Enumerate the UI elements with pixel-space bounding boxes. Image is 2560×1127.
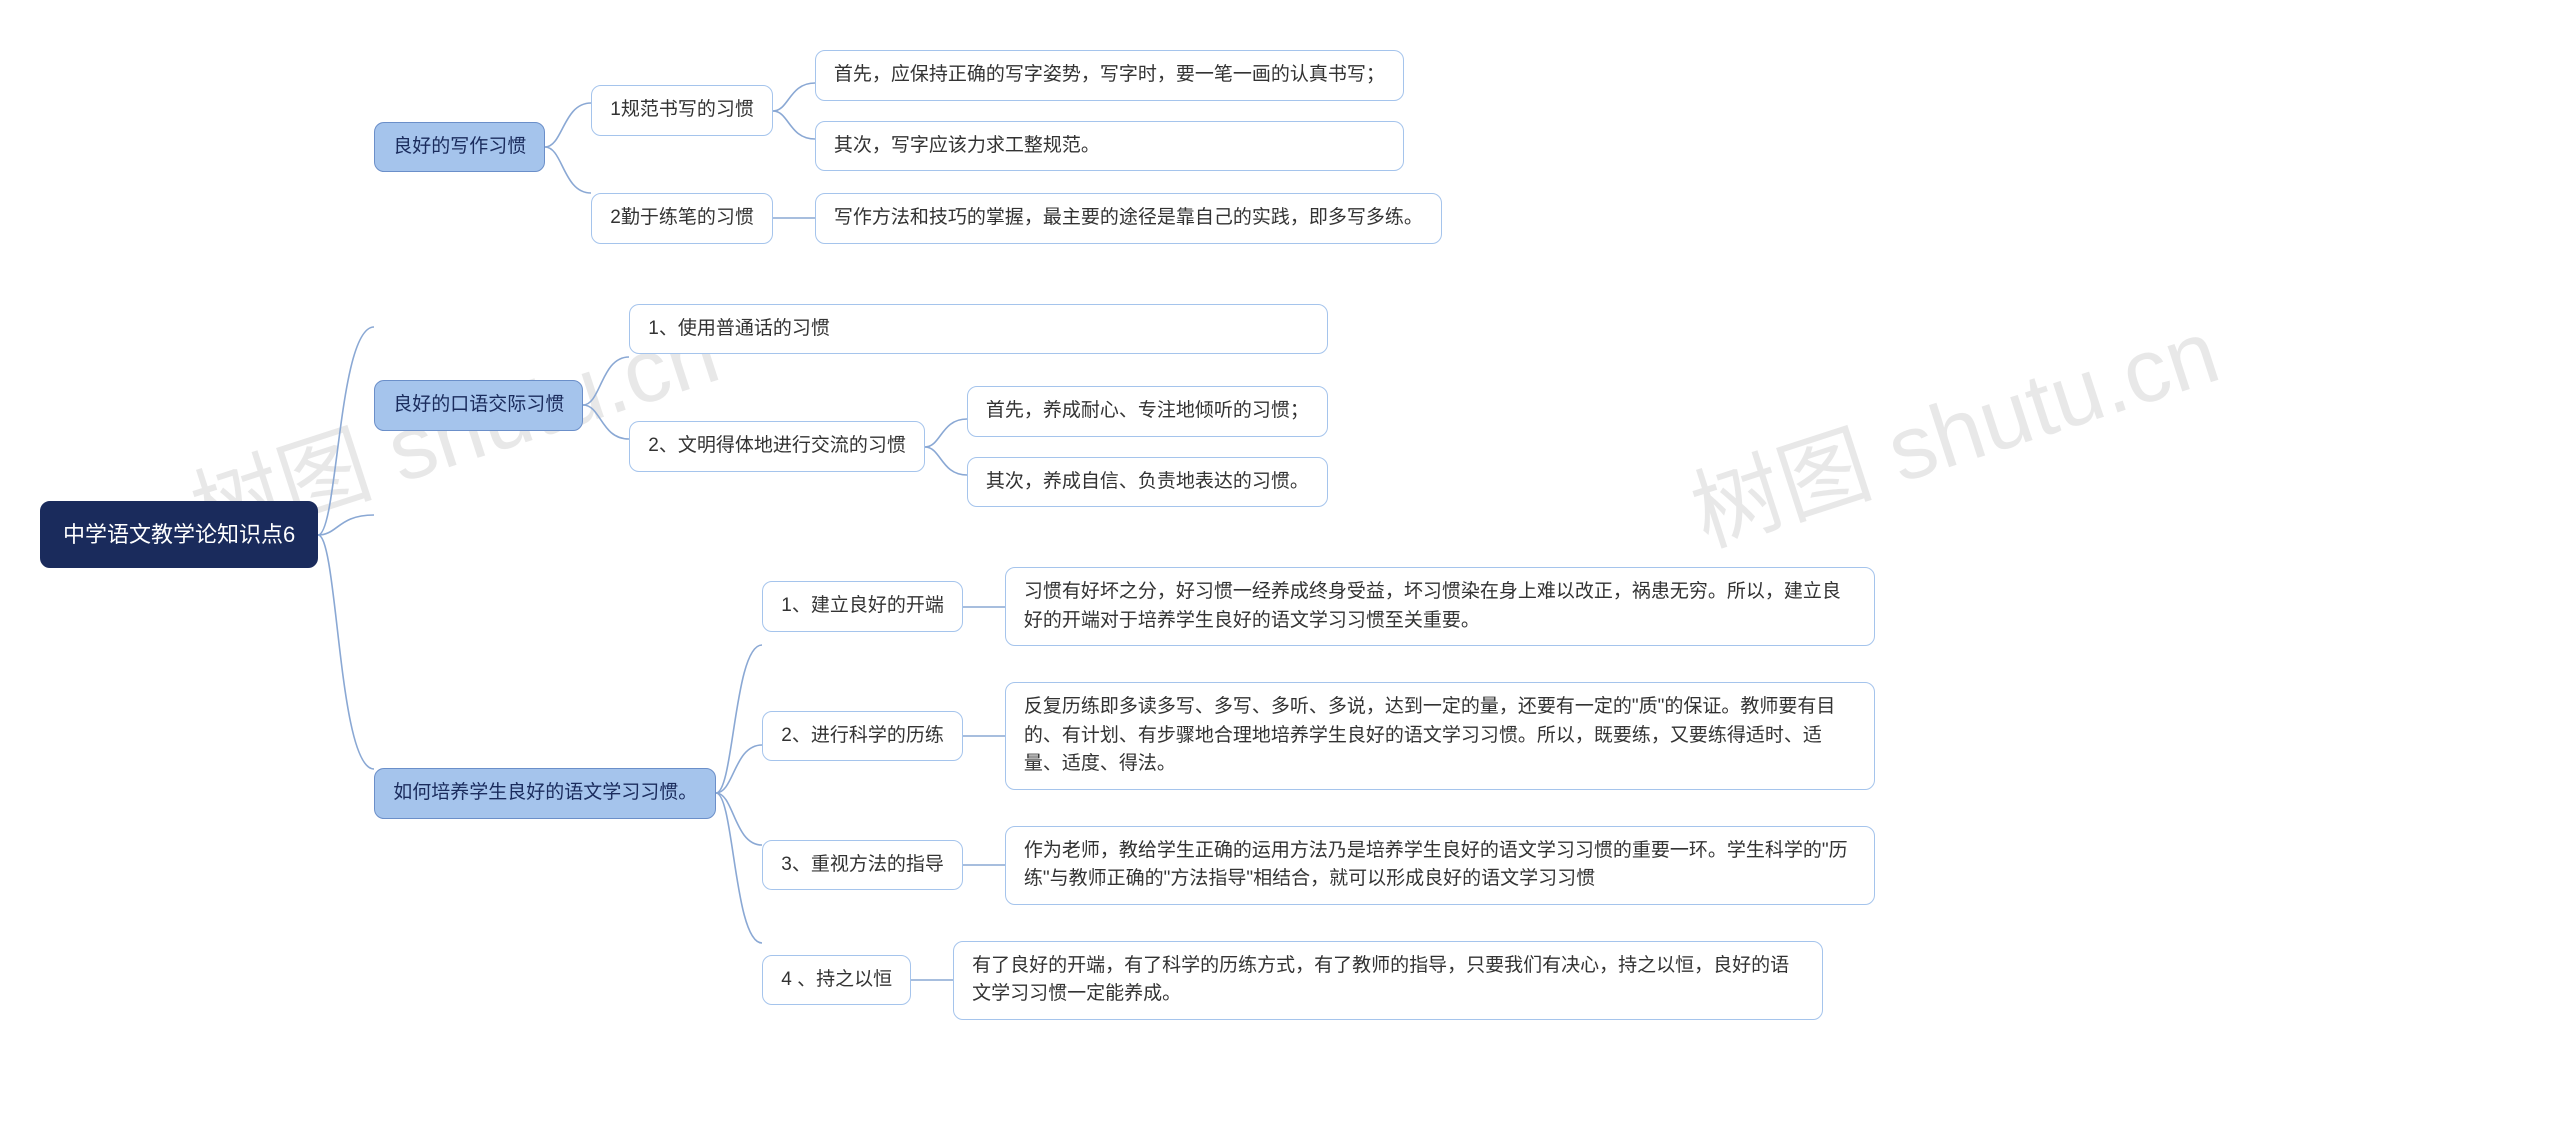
node-scientific-practice: 2、进行科学的历练 <box>762 711 963 762</box>
connector-b2 <box>583 335 629 475</box>
connector-b1-1 <box>773 61 815 161</box>
leaf-b3-4: 有了良好的开端，有了科学的历练方式，有了教师的指导，只要我们有决心，持之以恒，良… <box>953 941 1823 1020</box>
connector-b3-2 <box>963 731 1005 741</box>
node-oral-habits: 良好的口语交际习惯 <box>374 380 583 431</box>
leaf-b2-2-1: 首先，养成耐心、专注地倾听的习惯； <box>967 386 1328 437</box>
connector-b3-4 <box>911 975 953 985</box>
leaf-b3-3: 作为老师，教给学生正确的运用方法乃是培养学生良好的语文学习习惯的重要一环。学生科… <box>1005 826 1875 905</box>
connector-b3-1 <box>963 602 1005 612</box>
branch-3: 如何培养学生良好的语文学习习惯。 1、建立良好的开端 习惯有好坏之分，好习惯一经… <box>374 567 1875 1020</box>
leaf-b3-2: 反复历练即多读多写、多写、多听、多说，达到一定的量，还要有一定的"质"的保证。教… <box>1005 682 1875 790</box>
node-practice-writing: 2勤于练笔的习惯 <box>591 193 773 244</box>
node-writing-habits: 良好的写作习惯 <box>374 122 545 173</box>
node-standard-writing: 1规范书写的习惯 <box>591 85 773 136</box>
node-putonghua: 1、使用普通话的习惯 <box>629 304 1328 355</box>
node-method-guidance: 3、重视方法的指导 <box>762 840 963 891</box>
connector-b1 <box>545 67 591 227</box>
connector-b1-2 <box>773 213 815 223</box>
connector-root <box>318 225 374 845</box>
branch-2: 良好的口语交际习惯 1、使用普通话的习惯 2、文明得体地进行交流的习惯 <box>374 304 1875 508</box>
leaf-b3-1: 习惯有好坏之分，好习惯一经养成终身受益，坏习惯染在身上难以改正，祸患无穷。所以，… <box>1005 567 1875 646</box>
node-good-start: 1、建立良好的开端 <box>762 581 963 632</box>
mindmap: 中学语文教学论知识点6 良好的写作习惯 1规范书写的习惯 <box>40 50 1875 1020</box>
connector-b2-2 <box>925 397 967 497</box>
connector-b3-3 <box>963 860 1005 870</box>
leaf-b1-1-2: 其次，写字应该力求工整规范。 <box>815 121 1404 172</box>
node-cultivate-habits: 如何培养学生良好的语文学习习惯。 <box>374 768 716 819</box>
leaf-b1-1-1: 首先，应保持正确的写字姿势，写字时，要一笔一画的认真书写； <box>815 50 1404 101</box>
node-civilized-comm: 2、文明得体地进行交流的习惯 <box>629 421 925 472</box>
leaf-b2-2-2: 其次，养成自信、负责地表达的习惯。 <box>967 457 1328 508</box>
connector-b3 <box>716 603 762 983</box>
node-perseverance: 4 、持之以恒 <box>762 955 911 1006</box>
leaf-b1-2-1: 写作方法和技巧的掌握，最主要的途径是靠自己的实践，即多写多练。 <box>815 193 1442 244</box>
root-node: 中学语文教学论知识点6 <box>40 501 318 568</box>
branch-1: 良好的写作习惯 1规范书写的习惯 <box>374 50 1875 244</box>
